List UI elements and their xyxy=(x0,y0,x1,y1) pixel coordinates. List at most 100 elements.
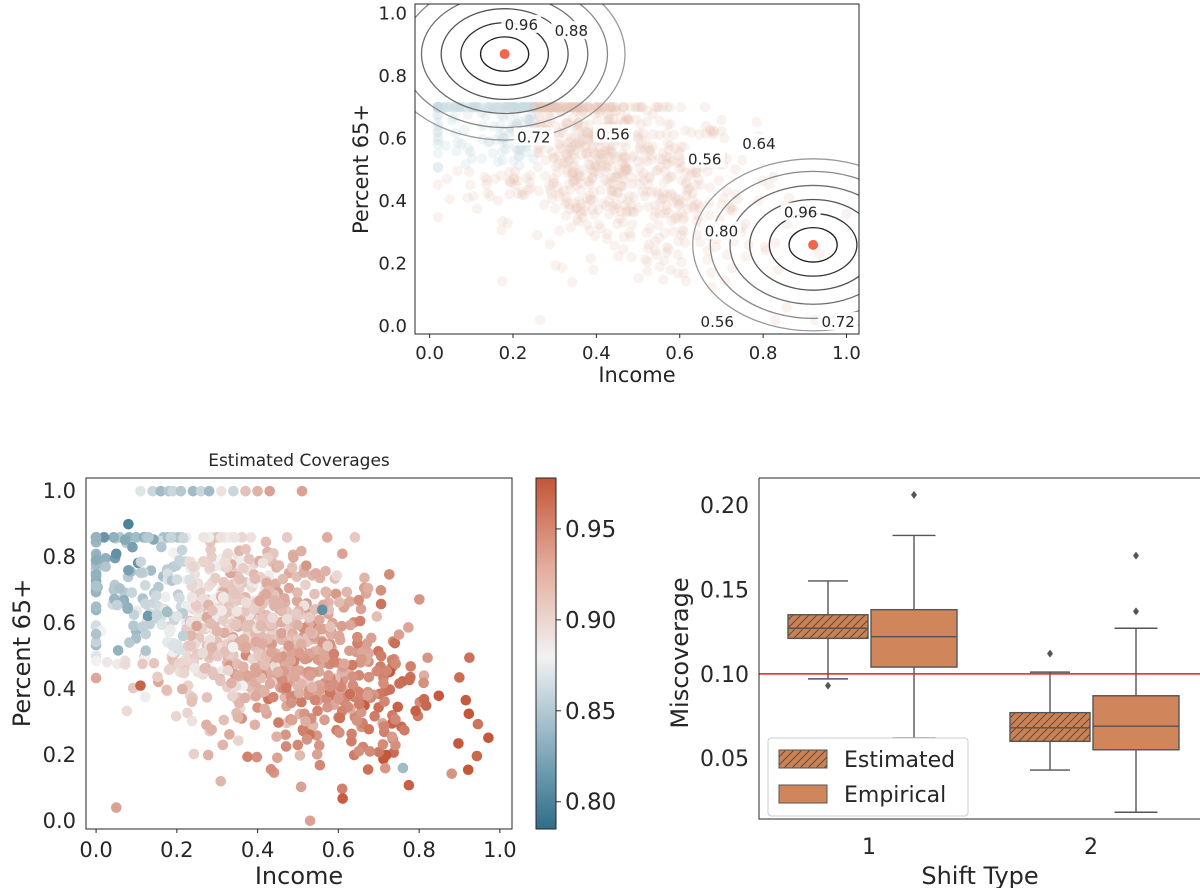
x-tick-label: 0.8 xyxy=(749,343,778,364)
data-point xyxy=(556,102,568,113)
data-point xyxy=(171,611,183,622)
data-point xyxy=(585,253,596,264)
data-point xyxy=(716,114,727,126)
data-point xyxy=(227,690,238,702)
data-point xyxy=(217,592,229,603)
data-point xyxy=(650,102,661,113)
data-point xyxy=(479,102,490,113)
x-tick-label: 2 xyxy=(1084,835,1098,860)
data-point xyxy=(206,724,218,735)
data-point xyxy=(556,102,568,113)
data-point xyxy=(621,111,633,123)
contour-line xyxy=(709,170,859,319)
data-point xyxy=(186,715,198,727)
data-point xyxy=(517,186,528,198)
data-point xyxy=(135,556,147,568)
data-point xyxy=(566,168,578,179)
data-point xyxy=(353,745,365,757)
data-point xyxy=(301,560,312,571)
data-point xyxy=(659,227,670,239)
data-point xyxy=(518,102,529,113)
data-point xyxy=(511,102,523,113)
data-point xyxy=(580,140,592,152)
data-point xyxy=(303,612,315,623)
data-point xyxy=(333,693,344,704)
data-point xyxy=(561,138,573,149)
data-point xyxy=(569,152,580,163)
data-point xyxy=(504,175,515,186)
contour-label: 0.88 xyxy=(555,22,588,40)
colorbar-tick-labels: 0.80 0.85 0.90 0.95 xyxy=(556,517,616,816)
center-point xyxy=(499,49,510,60)
data-point xyxy=(504,188,515,200)
data-point xyxy=(550,102,561,113)
data-point xyxy=(618,243,629,255)
data-point xyxy=(596,160,608,171)
x-tick-label: 0.0 xyxy=(415,343,444,364)
data-point xyxy=(414,594,425,605)
data-point xyxy=(567,102,578,113)
data-point xyxy=(704,124,715,135)
data-point xyxy=(432,139,444,150)
data-point xyxy=(504,176,515,187)
data-point xyxy=(352,631,363,643)
data-point xyxy=(545,188,557,199)
data-point xyxy=(295,781,307,793)
data-point xyxy=(695,236,706,248)
data-point xyxy=(283,640,295,652)
data-point xyxy=(520,102,531,113)
data-point xyxy=(661,204,672,216)
data-point xyxy=(625,231,636,242)
data-point xyxy=(606,172,617,183)
data-point xyxy=(581,192,593,204)
data-point xyxy=(589,158,601,169)
data-point xyxy=(439,102,451,113)
data-point xyxy=(725,202,736,213)
data-point xyxy=(513,151,525,162)
data-point xyxy=(595,184,606,195)
data-point xyxy=(620,115,631,127)
data-point xyxy=(480,110,491,122)
data-point xyxy=(496,224,507,236)
data-point xyxy=(614,213,625,225)
data-point xyxy=(721,186,733,197)
data-point xyxy=(489,102,501,113)
contour-line xyxy=(749,198,859,291)
data-point xyxy=(309,694,321,706)
data-point xyxy=(705,267,717,278)
data-point xyxy=(390,739,401,751)
data-point xyxy=(468,191,479,202)
data-point xyxy=(347,671,358,682)
data-point xyxy=(677,197,689,208)
data-point xyxy=(135,485,146,497)
data-point xyxy=(488,102,499,113)
data-point xyxy=(297,724,309,735)
data-point xyxy=(375,598,387,610)
data-point xyxy=(526,110,537,122)
data-point xyxy=(582,102,593,113)
data-point xyxy=(432,102,444,113)
data-point xyxy=(642,201,654,213)
data-point xyxy=(554,187,566,199)
data-point xyxy=(695,180,706,191)
x-axis-label: Income xyxy=(598,363,675,387)
data-point xyxy=(464,652,475,664)
data-point xyxy=(432,102,444,113)
data-point xyxy=(310,568,322,579)
data-point xyxy=(207,605,218,616)
data-point xyxy=(680,125,691,136)
data-point xyxy=(730,164,741,175)
data-point xyxy=(624,190,635,202)
data-point xyxy=(658,274,669,285)
data-point xyxy=(304,626,316,638)
data-point xyxy=(671,195,683,206)
data-point xyxy=(691,167,702,179)
data-point xyxy=(432,102,444,113)
y-tick-label: 0.05 xyxy=(700,747,749,772)
data-point xyxy=(509,165,521,177)
data-point xyxy=(666,215,677,227)
data-point xyxy=(638,167,649,179)
data-point xyxy=(740,218,751,229)
data-point xyxy=(841,208,852,219)
data-point xyxy=(705,126,716,137)
